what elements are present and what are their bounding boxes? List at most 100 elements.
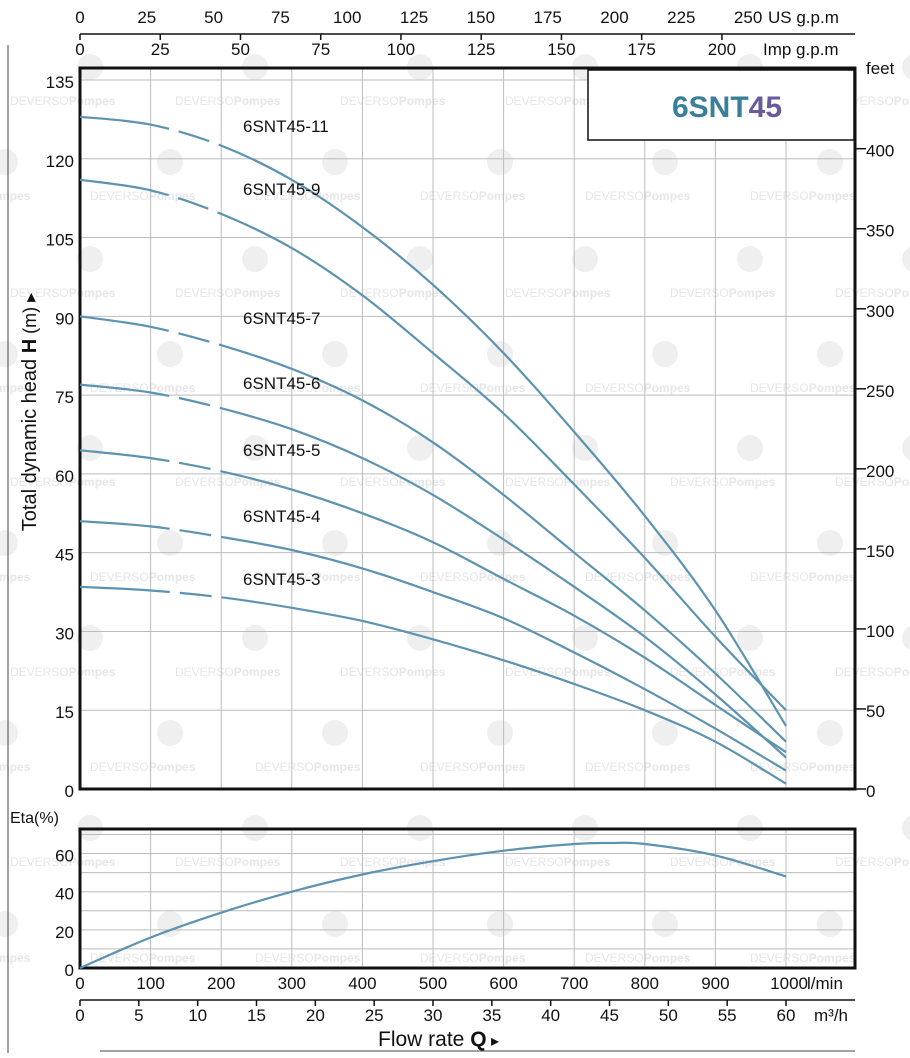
flow-rate-label-part: Q [470, 1028, 486, 1051]
series-label: 6SNT45-9 [243, 180, 320, 199]
watermark-text-a: DEVERSO [505, 286, 564, 300]
watermark-logo [652, 149, 678, 175]
series-label: 6SNT45-7 [243, 309, 320, 328]
watermark-text-a: DEVERSO [420, 570, 479, 584]
watermark-text: DEVERSOPompes [90, 951, 196, 965]
watermark-logo [0, 911, 18, 937]
y-axis-label: Total dynamic head H (m) ▸ [19, 293, 41, 531]
watermark-text: DEVERSOPompes [90, 760, 196, 774]
watermark-text-b: Pompes [149, 951, 196, 965]
watermark-text: DEVERSOPompes [175, 855, 281, 869]
us-gpm-tick-label: 225 [667, 8, 695, 27]
watermark-text-a: DEVERSO [670, 286, 729, 300]
imp-gpm-tick-label: 0 [75, 40, 84, 59]
m3h-tick-label: 15 [247, 1006, 266, 1025]
watermark-text-a: DEVERSO [585, 760, 644, 774]
watermark-text-a: DEVERSO [585, 570, 644, 584]
watermark-text: DEVERSOPompes [255, 760, 361, 774]
imp-gpm-tick-label: 200 [708, 40, 736, 59]
watermark-text: DEVERSOPompes [835, 855, 910, 869]
m3h-tick-label: 60 [777, 1006, 796, 1025]
us-gpm-tick-label: 100 [333, 8, 361, 27]
watermark-text-a: DEVERSO [340, 855, 399, 869]
y-tick-label: 0 [65, 782, 74, 801]
watermark-text-b: Pompes [69, 855, 116, 869]
series-label: 6SNT45-11 [243, 117, 329, 136]
watermark-text-a: DEVERSO [750, 570, 809, 584]
watermark-text: DEVERSOPompes [175, 94, 281, 108]
watermark-logo [817, 341, 843, 367]
watermark-text-b: Pompes [479, 189, 526, 203]
feet-tick-label: 250 [866, 382, 894, 401]
series-label: 6SNT45-6 [243, 374, 320, 393]
lpm-tick-label: 500 [419, 974, 447, 993]
watermark-text-a: DEVERSO [340, 475, 399, 489]
watermark-logo [572, 246, 598, 272]
watermark-text-b: Pompes [0, 570, 31, 584]
watermark-text: DEVERSOPompes [750, 570, 856, 584]
watermark-logo [0, 341, 18, 367]
watermark-logo [487, 149, 513, 175]
watermark-text-b: Pompes [894, 855, 910, 869]
watermark-text: DEVERSOPompes [505, 475, 611, 489]
watermark-text-b: Pompes [234, 855, 281, 869]
watermark-text: DEVERSOPompes [835, 286, 910, 300]
chart-title-part: 6SNT [672, 91, 749, 124]
m3h-tick-label: 55 [718, 1006, 737, 1025]
us-gpm-tick-label: 125 [400, 8, 428, 27]
eff-tick-label: 40 [55, 885, 74, 904]
watermark-logo [737, 246, 763, 272]
watermark-text-b: Pompes [69, 94, 116, 108]
feet-tick-label: 400 [866, 142, 894, 161]
watermark-text: DEVERSOPompes [10, 665, 116, 679]
efficiency-grid [80, 829, 855, 968]
watermark-text: DEVERSOPompes [0, 760, 31, 774]
us-gpm-tick-label: 75 [271, 8, 290, 27]
watermark-text-b: Pompes [479, 381, 526, 395]
watermark-text-a: DEVERSO [750, 951, 809, 965]
watermark-text-a: DEVERSO [835, 286, 894, 300]
watermark-text-b: Pompes [69, 286, 116, 300]
watermark-logo [817, 530, 843, 556]
watermark-text-b: Pompes [314, 189, 361, 203]
lpm-tick-label: 400 [348, 974, 376, 993]
us-gpm-tick-label: 150 [467, 8, 495, 27]
y-tick-label: 105 [46, 231, 74, 250]
feet-tick-label: 50 [866, 702, 885, 721]
watermark-text-b: Pompes [149, 760, 196, 774]
watermark-logo [322, 720, 348, 746]
watermark-logo [817, 720, 843, 746]
watermark-logo [902, 435, 910, 461]
watermark-text-a: DEVERSO [255, 951, 314, 965]
watermark-text-b: Pompes [479, 760, 526, 774]
watermark-logo [487, 911, 513, 937]
us-gpm-tick-label: 50 [204, 8, 223, 27]
watermark-logo [817, 911, 843, 937]
watermark-text-a: DEVERSO [340, 286, 399, 300]
watermark-text: DEVERSOPompes [340, 665, 446, 679]
imp-gpm-tick-label: 75 [311, 40, 330, 59]
watermark-text-b: Pompes [234, 665, 281, 679]
watermark-logo [157, 341, 183, 367]
watermark-text-a: DEVERSO [175, 286, 234, 300]
watermark-text-b: Pompes [809, 951, 856, 965]
y-tick-label: 30 [55, 624, 74, 643]
y-tick-label: 45 [55, 546, 74, 565]
watermark-text: DEVERSOPompes [835, 665, 910, 679]
us-gpm-tick-label: 200 [600, 8, 628, 27]
watermark-text-b: Pompes [809, 189, 856, 203]
y-axis-label-part: H [19, 339, 41, 353]
watermark-logo [652, 720, 678, 746]
watermark-text-b: Pompes [809, 570, 856, 584]
watermark-text-a: DEVERSO [340, 94, 399, 108]
watermark-text-b: Pompes [234, 94, 281, 108]
watermark-text-b: Pompes [894, 475, 910, 489]
imp-gpm-tick-label: 50 [231, 40, 250, 59]
watermark-text-a: DEVERSO [90, 189, 149, 203]
m3h-unit-label: m³/h [814, 1006, 848, 1025]
watermark-logo [817, 149, 843, 175]
watermark-text-a: DEVERSO [420, 760, 479, 774]
watermark-text-b: Pompes [644, 381, 691, 395]
